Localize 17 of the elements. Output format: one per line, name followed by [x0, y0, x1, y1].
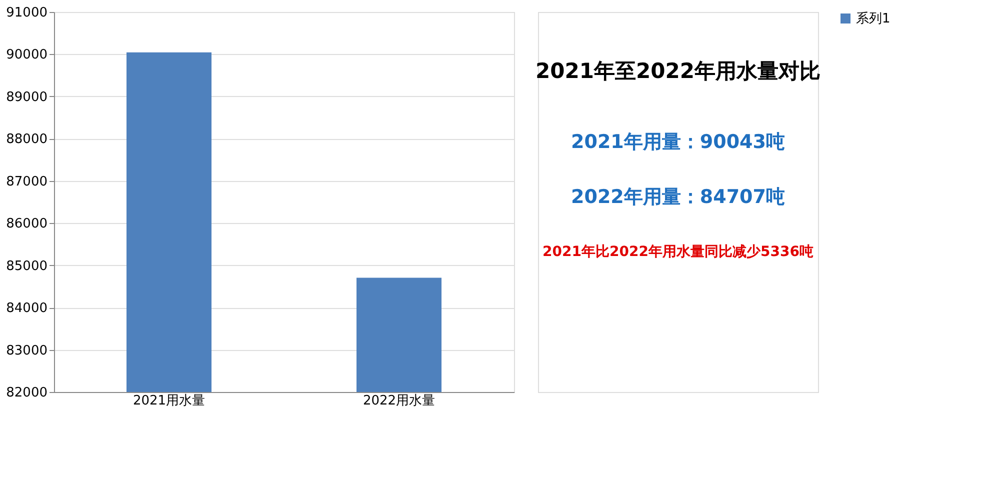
y-tick-label: 85000	[6, 258, 48, 274]
y-tick-label: 88000	[6, 132, 48, 148]
legend-label: 系列1	[856, 12, 890, 26]
x-tick-label: 2021用水量	[132, 394, 206, 408]
y-tick-label: 82000	[6, 386, 48, 400]
y-tick-label: 83000	[6, 343, 48, 358]
x-tick-label: 2022用水量	[362, 394, 436, 408]
y-tick-label: 87000	[6, 174, 48, 190]
text: 2021年比2022年用水量同比减少5336吨	[542, 244, 814, 260]
y-tick-label: 91000	[6, 6, 48, 20]
y-tick-label: 90000	[6, 48, 48, 63]
text: 2021年用量：90043吨	[571, 131, 785, 153]
y-tick-label: 84000	[6, 301, 48, 316]
y-tick-label: 89000	[6, 90, 48, 105]
text: 2022年用量：84707吨	[571, 186, 785, 208]
y-tick-label: 86000	[6, 216, 48, 232]
text: 2021年至2022年用水量对比	[536, 59, 820, 83]
